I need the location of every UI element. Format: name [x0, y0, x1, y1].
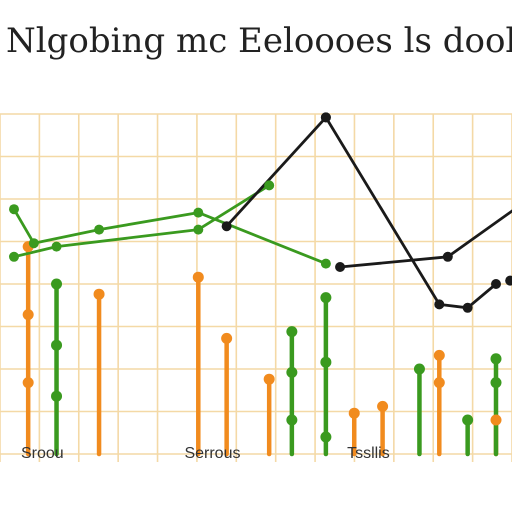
line-point: [505, 275, 512, 286]
bar-marker: [286, 326, 298, 338]
bar-marker: [22, 309, 34, 321]
series-line: [324, 116, 497, 310]
x-tick-label: Serrous: [184, 445, 240, 462]
series-line: [12, 208, 327, 265]
markers-layer: [9, 112, 512, 443]
line-point: [320, 112, 331, 123]
line-point: [442, 251, 453, 262]
chart-title: Nlgobing mc Eeloooes ls doobs yorene: [6, 21, 512, 61]
line-point: [320, 258, 331, 269]
bar-marker: [93, 288, 105, 300]
line-point: [221, 221, 232, 232]
gridlines: [0, 113, 512, 462]
line-point: [491, 279, 501, 289]
bar-marker: [51, 390, 63, 402]
bar-marker: [348, 407, 360, 419]
bars-layer: [25, 244, 499, 457]
bar-marker: [320, 431, 332, 443]
bar-marker: [377, 400, 389, 412]
bar-marker: [490, 377, 502, 389]
bar-marker: [413, 363, 425, 375]
bar-marker: [462, 414, 474, 426]
x-tick-label: Tssllis: [347, 445, 390, 462]
line-point: [94, 224, 105, 235]
bar-marker: [320, 292, 332, 304]
x-tick-labels: Sroou Serrous Tssllis: [21, 445, 390, 462]
line-point: [193, 207, 204, 218]
x-tick-label: Sroou: [21, 445, 64, 462]
bar-marker: [433, 377, 445, 389]
line-point: [462, 302, 473, 313]
series-line: [13, 184, 270, 259]
series-line: [339, 209, 512, 269]
bar-marker: [51, 339, 63, 351]
bar-marker: [263, 373, 275, 385]
bar-marker: [51, 278, 63, 290]
series-line: [225, 116, 327, 228]
bar-marker: [490, 414, 502, 426]
bar-marker: [433, 349, 445, 361]
bar-marker: [22, 377, 34, 389]
bar-marker: [192, 271, 204, 283]
line-point: [193, 224, 204, 235]
line-point: [51, 241, 62, 252]
lines-layer: [12, 116, 512, 310]
bar-marker: [221, 332, 233, 344]
line-point: [335, 262, 346, 272]
line-point: [264, 180, 275, 191]
line-point: [28, 238, 39, 249]
bar-marker: [286, 414, 298, 426]
line-point: [434, 299, 445, 310]
bar-marker: [490, 353, 502, 365]
line-point: [9, 204, 19, 215]
bar-marker: [286, 366, 298, 378]
bar-marker: [320, 356, 332, 368]
line-point: [9, 251, 19, 262]
